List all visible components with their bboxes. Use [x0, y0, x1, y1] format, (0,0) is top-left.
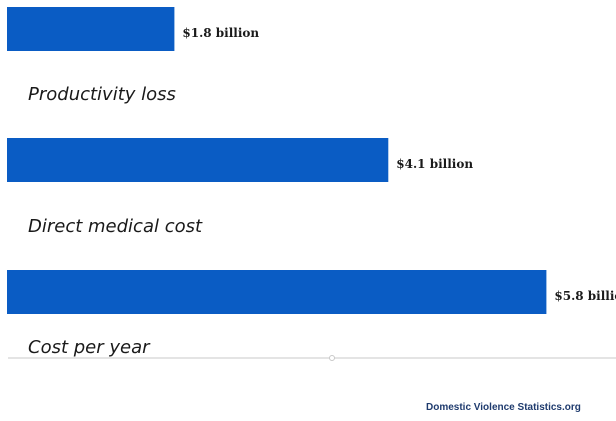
category-label-1: Productivity loss: [28, 84, 176, 105]
bar-2: [7, 138, 389, 182]
bars-layer: [7, 7, 547, 314]
bar-value-label-3: $5.8 billion: [554, 289, 616, 303]
category-label-3: Cost per year: [28, 337, 151, 358]
bar-value-label-2: $4.1 billion: [396, 157, 473, 171]
source-label[interactable]: Domestic Violence Statistics.org: [426, 402, 581, 413]
labels-layer: $1.8 billion Productivity loss $4.1 billio…: [28, 26, 616, 358]
x-axis: [8, 355, 616, 361]
bar-value-label-1: $1.8 billion: [182, 26, 259, 40]
bar-3: [7, 270, 547, 314]
bar-1: [7, 7, 175, 51]
x-axis-midpoint-marker: [329, 355, 335, 361]
category-label-2: Direct medical cost: [28, 216, 203, 237]
